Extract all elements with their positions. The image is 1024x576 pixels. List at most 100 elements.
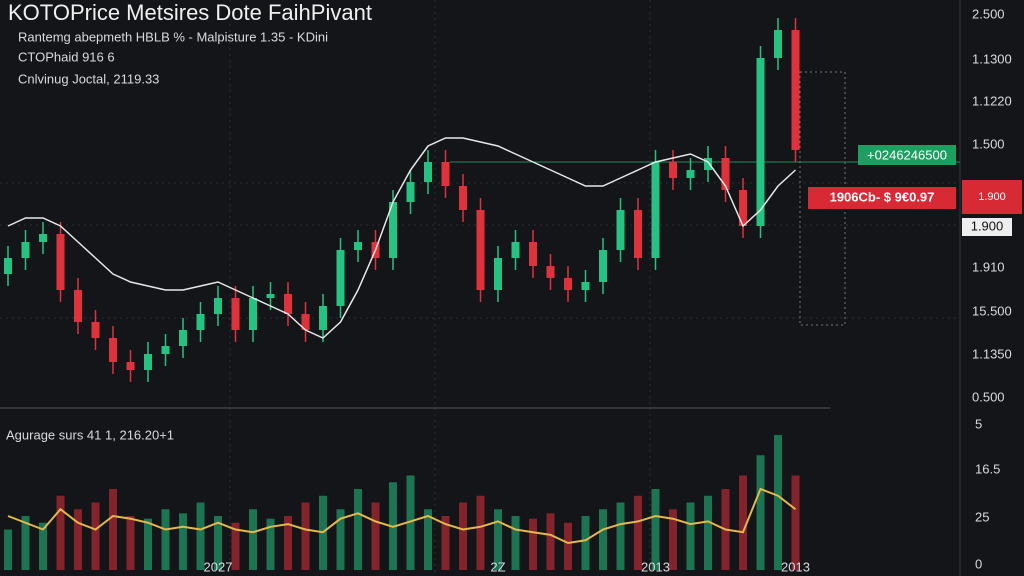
candle-body [336,250,345,306]
candle-body [669,162,677,178]
subtitle: CTOPhaid 916 6 [18,49,115,64]
volume-bar [739,475,747,570]
volume-bar [144,518,152,570]
candle-body [791,30,800,150]
volume-bar [494,509,502,570]
candle-body [21,242,30,258]
volume-bar [669,509,677,570]
volume-bar [179,513,187,570]
volume-bar [406,475,415,570]
candle-body [494,258,502,290]
candle-body [424,162,432,182]
volume-bar [529,518,537,570]
volume-bar [756,455,765,570]
volume-bar [301,502,310,570]
subtitle: Rantemg abepmeth HBLB % - Malpisture 1.3… [18,29,328,44]
volume-bar [196,502,205,570]
price-label: 1.910 [972,259,1005,274]
candle-body [529,242,537,266]
volume-bar [424,509,432,570]
volume-label: 5 [975,416,982,431]
volume-bar [581,516,590,570]
volume-bar [266,518,275,570]
volume-bar [336,509,345,570]
volume-bar [511,516,520,570]
candle-body [319,306,327,330]
x-tick-label: 2027 [204,559,233,574]
candle-body [74,290,82,322]
volume-label: 0 [975,556,982,571]
volume-bar [546,513,555,570]
badge-text: 1.900 [978,191,1006,203]
x-tick-label: 2Z [490,559,505,574]
volume-bar [56,495,65,570]
volume-label: 16.5 [975,461,1000,476]
candle-body [774,30,782,58]
badge-text: 1.900 [971,218,1004,233]
price-label: 0.500 [972,389,1005,404]
badge [962,180,1022,214]
badge-text: 1906Cb- $ 9€0.97 [830,189,935,204]
volume-average-line [7,487,797,545]
candle-body [616,210,625,250]
volume-bar [791,475,800,570]
candle-body [39,234,47,242]
candle-body [476,210,485,290]
candle-body [266,294,275,298]
volume-bar [91,502,100,570]
candle-body [739,190,747,226]
x-tick-label: 2013 [781,559,810,574]
candle-body [459,186,467,210]
volume-bar [704,495,712,570]
candle-body [756,58,765,226]
candle-body [214,298,222,314]
badge [808,187,956,209]
badge [858,145,956,165]
plot [4,18,800,570]
candle-body [109,338,117,362]
volume-bar [616,502,625,570]
candle-body [231,298,240,330]
volume-bar [651,489,660,570]
candle-body [599,250,607,282]
volume-bar [686,502,695,570]
subtitle: Cnlvinug Joctal, 2119.33 [18,71,159,86]
candle-body [56,234,65,290]
candle-body [686,170,695,178]
candle-body [301,314,310,330]
volume-bar [249,509,257,570]
volume-bar [371,502,380,570]
volume-bar [441,516,450,570]
candle-body [511,242,520,258]
volume-bar [774,435,782,570]
badge-text: +0246246500 [867,147,947,162]
volume-bar [634,495,642,570]
candle-body [721,158,730,190]
volume-bar [126,516,135,570]
volume-bar [21,516,30,570]
price-label: 1.1350 [972,346,1012,361]
volume-bar [354,489,362,570]
price-label: 2.500 [972,6,1005,21]
candle-body [4,258,12,274]
price-label: 1.500 [972,136,1005,151]
candle-body [389,202,397,258]
candle-body [179,330,187,346]
volume-bar [214,516,222,570]
volume-bar [109,489,117,570]
volume-bar [74,509,82,570]
chart-title: KOTOPrice Metsires Dote FaihPivant [8,0,372,25]
candle-body [126,362,135,370]
candle-body [354,242,362,250]
volume-bar [4,529,12,570]
volume-label: 25 [975,509,989,524]
candle-body [651,162,660,258]
candle-body [441,162,450,186]
volume-bar [231,522,240,570]
candle-body [249,298,257,330]
x-tick-label: 2013 [641,559,670,574]
moving-average-line [7,137,797,339]
candle-body [91,322,100,338]
